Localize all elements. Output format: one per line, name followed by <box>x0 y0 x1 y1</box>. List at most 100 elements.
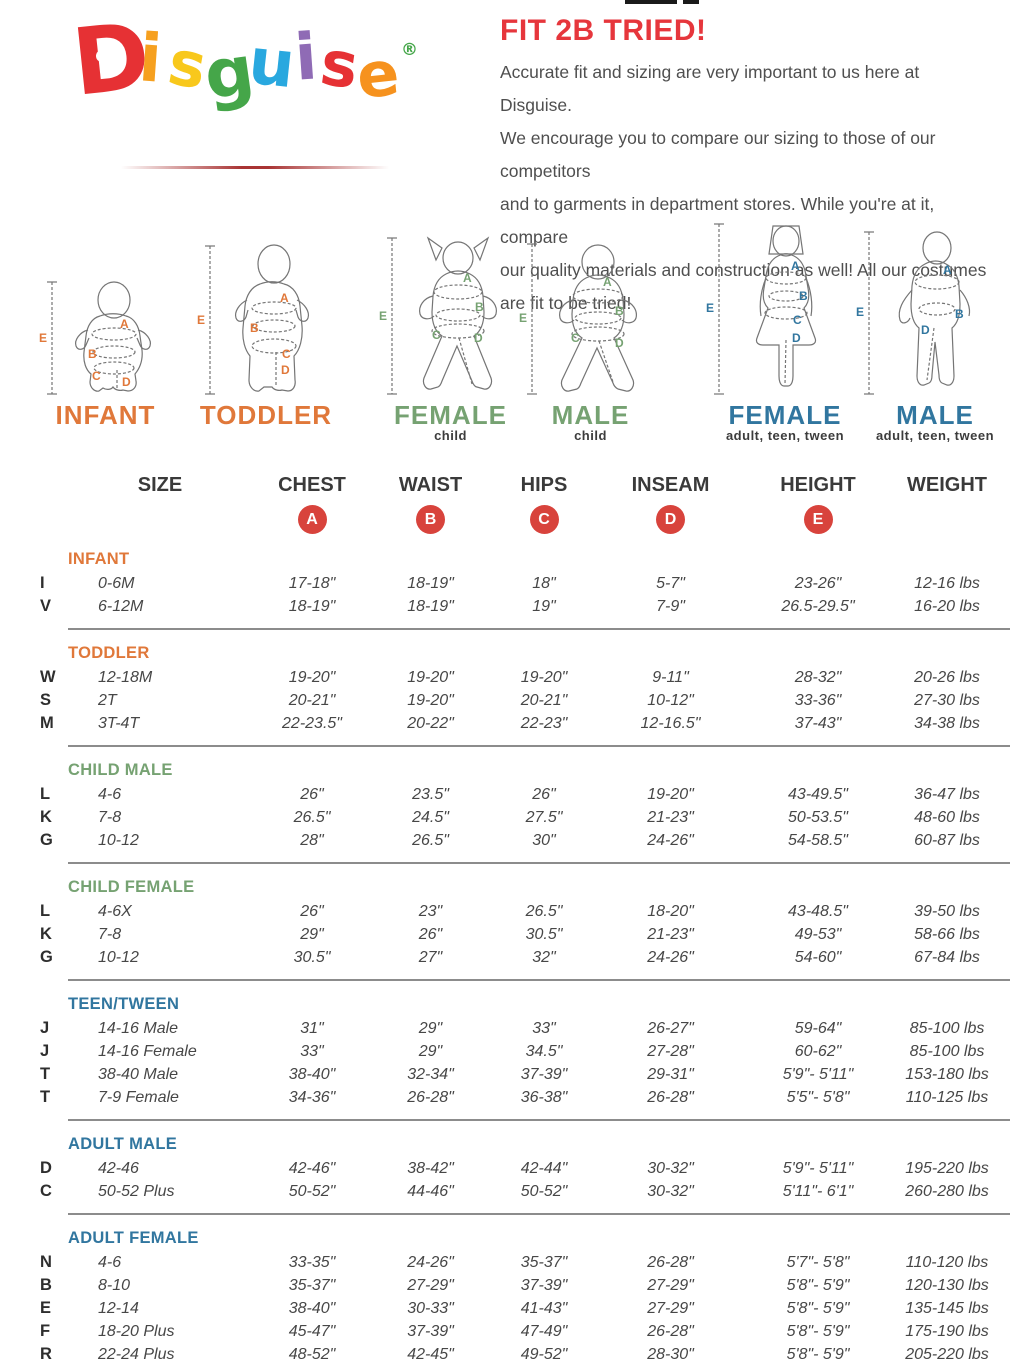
table-row: J 14-16 Female 33" 29" 34.5" 27-28" 60-62" 85-1… <box>38 1040 1010 1063</box>
chest-value: 48-52" <box>288 1346 336 1363</box>
marker-d: D <box>474 331 483 345</box>
hips-value: 47-49" <box>520 1323 568 1340</box>
inseam-value: 21-23" <box>647 926 694 943</box>
waist-value: 18-19" <box>407 598 454 615</box>
marker-b: B <box>475 300 484 314</box>
figure-male-child: A B C D E MALE child <box>518 212 663 443</box>
size-label: 0-6M <box>98 575 135 592</box>
male-child-diagram: A B C D E <box>519 243 637 395</box>
weight-value: 20-26 lbs <box>914 669 980 686</box>
weight-value: 85-100 lbs <box>909 1043 985 1060</box>
hips-value: 27.5" <box>525 809 563 826</box>
chest-value: 19-20" <box>288 669 336 686</box>
weight-value: 16-20 lbs <box>914 598 980 615</box>
table-row: R 22-24 Plus 48-52" 42-45" 49-52" 28-30" 5'8"-… <box>38 1343 1010 1366</box>
table-row: T 38-40 Male 38-40" 32-34" 37-39" 29-31" 5'9"-… <box>38 1063 1010 1086</box>
figure-label: MALE <box>896 400 974 430</box>
height-value: 23-26" <box>794 575 842 592</box>
marker-b: B <box>88 347 97 361</box>
inseam-value: 24-26" <box>647 949 694 966</box>
size-label: 3T-4T <box>98 715 140 732</box>
weight-value: 34-38 lbs <box>914 715 980 732</box>
marker-d: D <box>615 336 624 350</box>
hips-value: 37-39" <box>520 1066 568 1083</box>
row-letter: C <box>40 1182 52 1200</box>
chest-value: 50-52" <box>288 1183 336 1200</box>
marker-a: A <box>943 263 952 277</box>
figure-male-adult: A B D E MALE adult, teen, tween <box>851 212 1019 443</box>
marker-b: B <box>615 304 624 318</box>
height-value: 37-43" <box>794 715 842 732</box>
hips-value: 36-38" <box>520 1089 568 1106</box>
logo-letter: i <box>136 19 165 98</box>
intro-paragraph: Accurate fit and sizing are very importa… <box>500 56 990 320</box>
hips-value: 33" <box>532 1020 556 1037</box>
row-letter: T <box>40 1065 51 1083</box>
height-value: 49-53" <box>794 926 842 943</box>
figure-infant: A B C D E INFANT <box>38 212 173 428</box>
toddler-diagram: A B C D E <box>197 244 310 395</box>
waist-value: 44-46" <box>407 1183 454 1200</box>
height-value: 54-60" <box>794 949 842 966</box>
figure-female-adult: A B C D E FEMALE adult, teen, tween <box>700 212 870 443</box>
section-divider <box>68 1119 1010 1121</box>
inseam-value: 27-29" <box>647 1277 694 1294</box>
row-letter: V <box>40 597 52 615</box>
hips-value: 49-52" <box>520 1346 568 1363</box>
inseam-value: 26-27" <box>647 1020 694 1037</box>
height-value: 59-64" <box>794 1020 842 1037</box>
weight-value: 175-190 lbs <box>905 1323 989 1340</box>
marker-e: E <box>197 313 205 327</box>
waist-value: 19-20" <box>407 669 454 686</box>
section-heading: CHILD MALE <box>68 761 173 779</box>
row-letter: N <box>40 1253 52 1271</box>
section-heading: ADULT FEMALE <box>68 1229 199 1247</box>
table-row: F 18-20 Plus 45-47" 37-39" 47-49" 26-28" 5'8"-… <box>38 1320 1010 1343</box>
size-label: 38-40 Male <box>98 1066 179 1083</box>
column-header-height: HEIGHT <box>780 474 856 496</box>
height-value: 43-49.5" <box>788 786 848 803</box>
inseam-value: 18-20" <box>647 903 694 920</box>
intro-line: We encourage you to compare our sizing t… <box>500 128 936 181</box>
chest-value: 26" <box>300 786 324 803</box>
height-value: 5'8"- 5'9" <box>786 1346 850 1363</box>
marker-c: C <box>571 331 580 345</box>
marker-e: E <box>379 309 387 323</box>
height-value: 33-36" <box>794 692 842 709</box>
table-row: V 6-12M 18-19" 18-19" 19" 7-9" 26.5-29.5" 16-20… <box>38 595 1010 618</box>
waist-value: 23" <box>418 903 443 920</box>
row-letter: M <box>40 714 54 732</box>
section-heading: CHILD FEMALE <box>68 878 195 896</box>
hips-value: 32" <box>532 949 556 966</box>
marker-d: D <box>122 375 131 389</box>
intro-block: FIT 2B TRIED! Accurate fit and sizing ar… <box>500 14 990 320</box>
hips-value: 26" <box>532 786 556 803</box>
weight-value: 27-30 lbs <box>914 692 980 709</box>
waist-value: 19-20" <box>407 692 454 709</box>
height-value: 5'11"- 6'1" <box>782 1183 854 1200</box>
table-body: INFANT I 0-6M 17-18" 18-19" 18" 5-7" 23-26" 12-1… <box>38 548 1010 1366</box>
column-header-waist: WAIST <box>398 474 463 496</box>
table-row: I 0-6M 17-18" 18-19" 18" 5-7" 23-26" 12-16 lbs <box>38 572 1010 595</box>
weight-value: 36-47 lbs <box>914 786 980 803</box>
weight-value: 110-120 lbs <box>905 1254 989 1271</box>
measure-badges-row: A B C D E <box>38 498 1010 536</box>
table-row: K 7-8 26.5" 24.5" 27.5" 21-23" 50-53.5" 48-60 l… <box>38 806 1010 829</box>
waist-value: 42-45" <box>407 1346 454 1363</box>
figures-row: A B C D E INFANT A <box>0 212 1024 467</box>
marker-d: D <box>281 363 290 377</box>
waist-value: 24-26" <box>407 1254 454 1271</box>
hips-value: 20-21" <box>520 692 568 709</box>
registered-mark-icon: ® <box>401 40 418 60</box>
figure-label: INFANT <box>55 400 156 430</box>
chest-value: 20-21" <box>288 692 336 709</box>
marker-e: E <box>706 301 714 315</box>
size-label: 4-6X <box>98 903 132 920</box>
hips-value: 19" <box>532 598 556 615</box>
size-label: 4-6 <box>98 786 122 803</box>
row-letter: D <box>40 1159 52 1177</box>
chest-value: 26.5" <box>293 809 331 826</box>
height-value: 5'7"- 5'8" <box>786 1254 850 1271</box>
inseam-value: 10-12" <box>647 692 694 709</box>
hips-value: 22-23" <box>520 715 568 732</box>
